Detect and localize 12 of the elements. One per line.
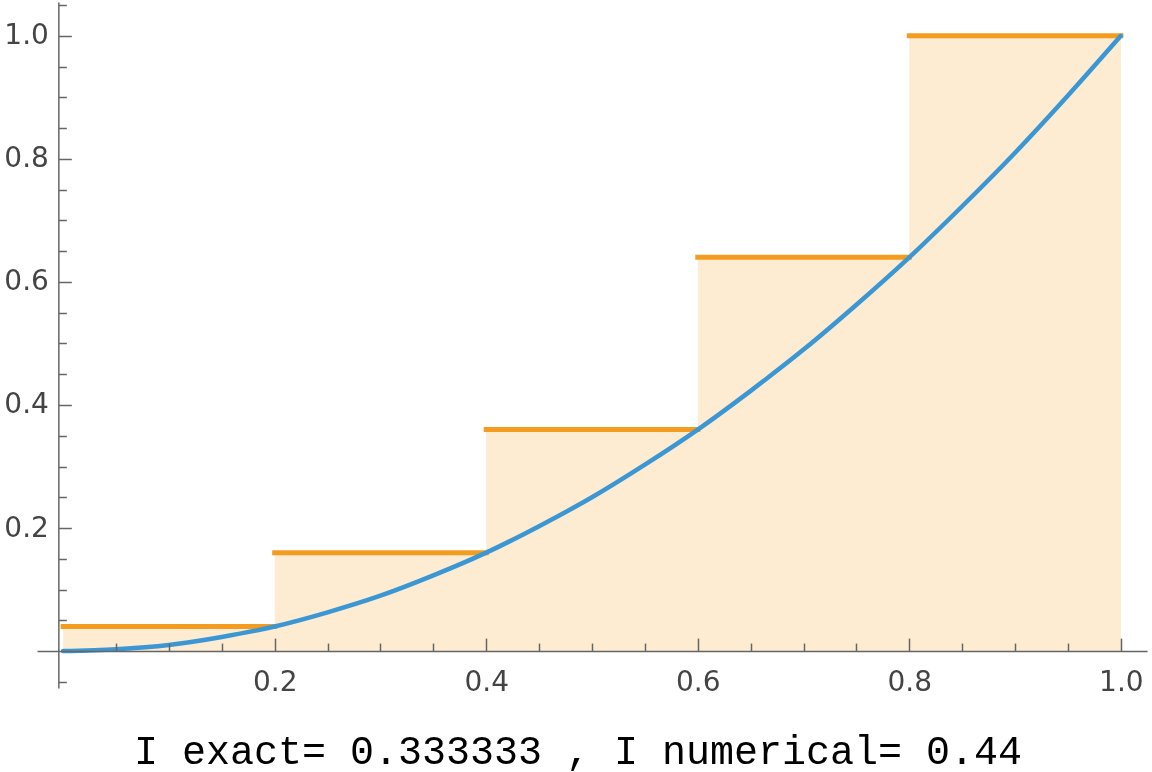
y-tick-label: 0.2 [4, 510, 49, 544]
x-tick-label: 0.2 [252, 664, 298, 698]
y-tick-label: 0.8 [4, 141, 49, 175]
line-series [60, 33, 1124, 654]
y-tick-label: 0.4 [4, 387, 49, 421]
y-tick-label: 0.6 [4, 264, 49, 298]
text: I exact= 0.333333 , I numerical= 0.44 [133, 731, 1023, 772]
x-tick-label: 0.8 [887, 664, 933, 698]
x-tick-label: 0.4 [464, 664, 509, 698]
x-tick-label: 0.6 [676, 664, 721, 698]
y-tick-label: 1.0 [4, 18, 49, 52]
x-tick-label: 1.0 [1099, 664, 1144, 698]
